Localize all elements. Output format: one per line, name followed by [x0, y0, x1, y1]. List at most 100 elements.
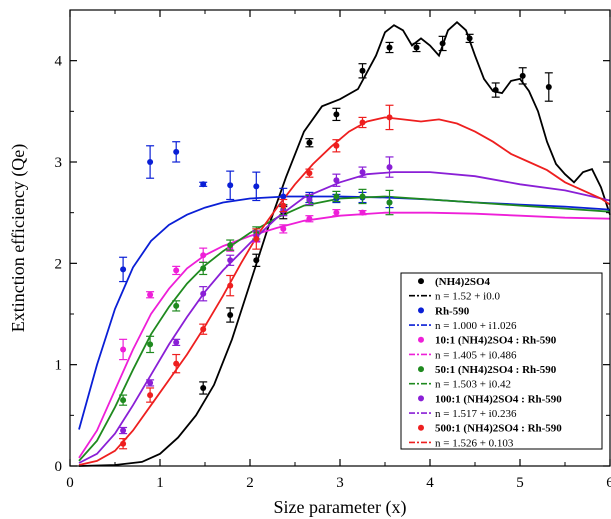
data-point: [545, 84, 552, 91]
data-points: [119, 33, 553, 450]
data-point: [386, 114, 393, 121]
data-point: [147, 341, 154, 348]
data-point: [200, 181, 207, 188]
data-point: [333, 142, 340, 149]
legend-fit-label: n = 1.000 + i1.026: [435, 320, 517, 332]
data-point: [359, 67, 366, 74]
data-point: [333, 209, 340, 216]
legend-series-label: 100:1 (NH4)2SO4 : Rh-590: [435, 393, 562, 405]
series: [119, 209, 367, 361]
data-point: [227, 242, 234, 249]
data-point: [359, 193, 366, 200]
data-point: [492, 87, 499, 94]
data-point: [173, 360, 180, 367]
legend-marker: [418, 366, 424, 373]
data-point: [280, 193, 287, 200]
data-point: [227, 257, 234, 264]
data-point: [147, 159, 154, 165]
data-point: [306, 215, 313, 222]
tick-labels: 0 1 2 3 4 5 6 0 1 2 3 4: [55, 54, 611, 491]
y-tick-label: 4: [55, 54, 63, 70]
data-point: [227, 312, 234, 319]
data-point: [280, 202, 287, 209]
data-point: [413, 44, 420, 51]
data-point: [120, 346, 127, 353]
data-point: [173, 339, 180, 346]
data-point: [120, 266, 127, 273]
legend-fit-label: n = 1.405 + i0.486: [435, 349, 517, 361]
legend-series-label: (NH4)2SO4: [435, 276, 491, 288]
legend: (NH4)2SO4 n = 1.52 + i0.0 Rh-590 n = 1.000 …: [400, 272, 603, 450]
data-point: [253, 257, 260, 264]
data-point: [466, 35, 473, 42]
x-tick-label: 3: [336, 475, 344, 491]
fit-curve: [78, 171, 611, 464]
data-point: [147, 392, 154, 399]
x-tick-label: 6: [606, 475, 611, 491]
axes: [69, 9, 611, 467]
data-point: [359, 209, 366, 216]
data-point: [147, 379, 154, 386]
series: [119, 104, 394, 450]
y-tick-label: 0: [55, 459, 63, 475]
data-point: [359, 119, 366, 126]
data-point: [173, 302, 180, 309]
legend-series-label: 500:1 (NH4)2SO4 : Rh-590: [435, 423, 562, 435]
x-tick-label: 5: [516, 475, 524, 491]
data-point: [147, 291, 154, 298]
legend-marker: [418, 395, 424, 402]
data-point: [253, 236, 260, 243]
data-point: [120, 397, 127, 404]
data-point: [306, 139, 313, 146]
legend-series-label: 10:1 (NH4)2SO4 : Rh-590: [435, 335, 557, 347]
legend-marker: [418, 278, 424, 285]
legend-fit-label: n = 1.526 + 0.103: [435, 437, 514, 449]
data-point: [200, 265, 207, 272]
data-point: [200, 252, 207, 259]
data-point: [306, 170, 313, 177]
data-point: [439, 40, 446, 47]
data-point: [120, 427, 127, 434]
fit-curves: [78, 20, 611, 467]
data-point: [227, 182, 234, 189]
data-point: [333, 177, 340, 184]
y-tick-label: 2: [55, 256, 63, 272]
fit-curve: [78, 211, 611, 459]
legend-box: [400, 272, 603, 450]
data-point: [359, 169, 366, 176]
data-point: [253, 183, 260, 190]
fit-curve: [78, 116, 611, 466]
legend-series-label: 50:1 (NH4)2SO4 : Rh-590: [435, 364, 557, 376]
legend-marker: [418, 424, 424, 431]
data-point: [200, 326, 207, 333]
x-axis-label: Size parameter (x): [274, 497, 407, 518]
data-point: [386, 164, 393, 171]
series: [119, 188, 394, 406]
data-point: [519, 72, 526, 79]
y-axis-label: Extinction efficiency (Qe): [8, 144, 29, 333]
data-point: [173, 267, 180, 274]
y-tick-label: 1: [55, 358, 63, 374]
data-point: [200, 384, 207, 391]
x-tick-label: 1: [156, 475, 164, 491]
fit-curve: [78, 195, 611, 462]
x-tick-label: 0: [66, 475, 74, 491]
data-point: [333, 193, 340, 200]
data-point: [386, 44, 393, 51]
legend-marker: [418, 336, 424, 343]
data-point: [173, 148, 180, 155]
legend-series-label: Rh-590: [435, 305, 470, 317]
y-tick-label: 3: [55, 155, 63, 171]
data-point: [200, 290, 207, 297]
legend-fit-label: n = 1.52 + i0.0: [435, 291, 500, 303]
data-point: [280, 225, 287, 232]
data-point: [227, 282, 234, 289]
x-tick-label: 2: [246, 475, 254, 491]
legend-marker: [418, 307, 424, 314]
data-point: [386, 199, 393, 206]
legend-fit-label: n = 1.517 + i0.236: [435, 408, 517, 420]
fit-curve: [78, 20, 611, 467]
x-tick-label: 4: [426, 475, 434, 491]
data-point: [120, 440, 127, 447]
